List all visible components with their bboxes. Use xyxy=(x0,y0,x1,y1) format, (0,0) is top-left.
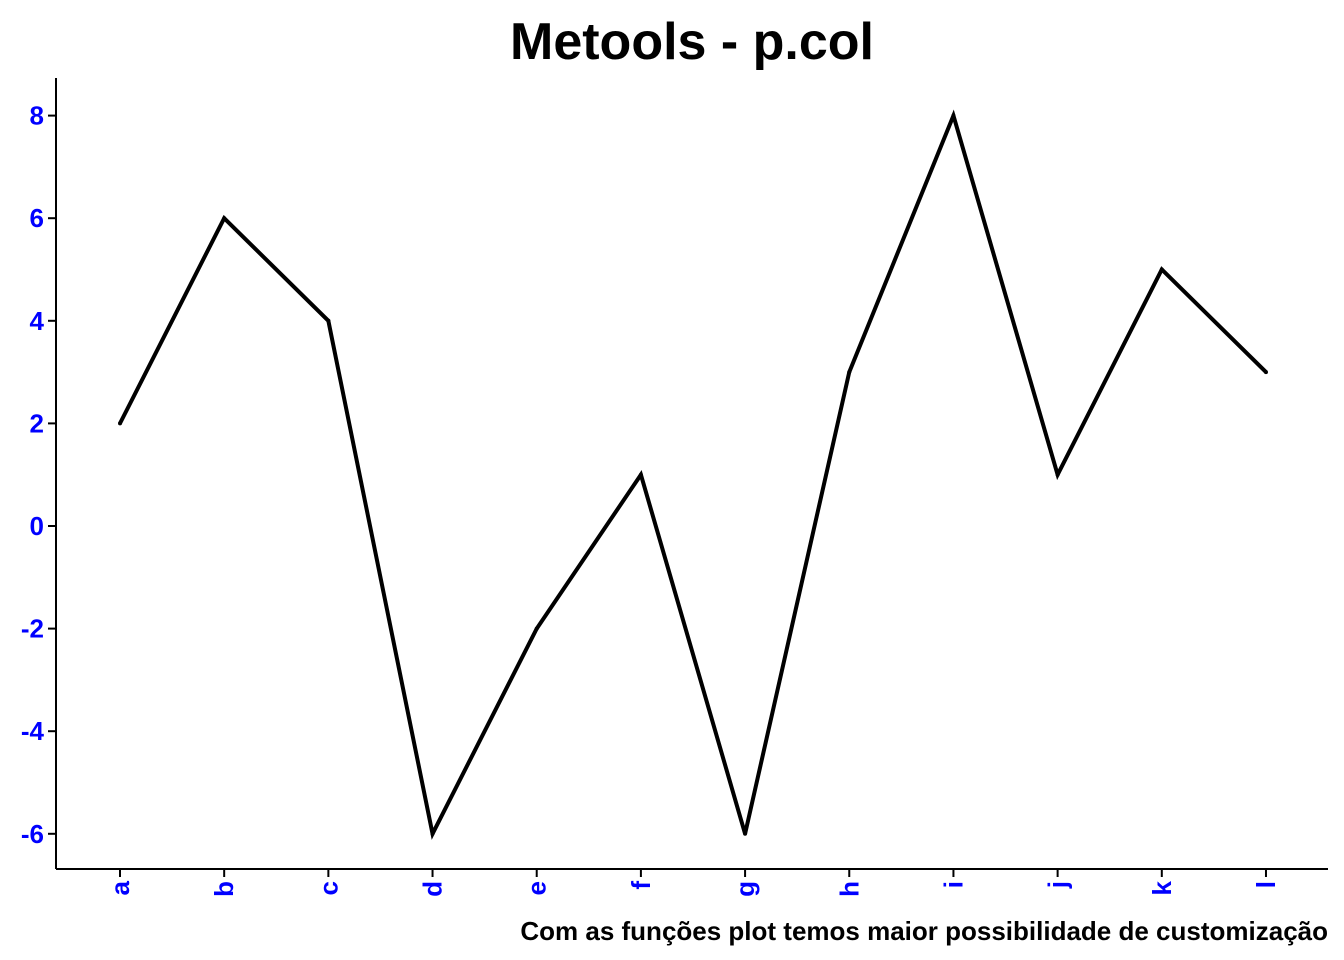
data-point-i xyxy=(951,113,956,118)
y-tick-label: 8 xyxy=(30,101,44,131)
x-tick-label: k xyxy=(1147,880,1177,895)
x-tick-label: i xyxy=(938,881,968,888)
data-point-g xyxy=(743,831,748,836)
y-axis-ticks: -6 -4 -2 0 2 4 6 8 xyxy=(21,101,56,849)
data-point-h xyxy=(847,370,852,375)
y-tick-label: 0 xyxy=(30,511,44,541)
x-tick-label: j xyxy=(1043,881,1073,889)
data-point-c xyxy=(326,318,331,323)
y-tick-label: 2 xyxy=(30,408,44,438)
data-point-b xyxy=(222,216,227,221)
x-axis-ticks: a b c d e f g h i j k l xyxy=(105,869,1281,897)
data-point-k xyxy=(1159,267,1164,272)
chart-title: Metools - p.col xyxy=(510,13,874,71)
data-point-a xyxy=(118,421,122,426)
x-tick-label: f xyxy=(626,881,656,890)
data-point-d xyxy=(430,831,435,836)
y-tick-label: -6 xyxy=(21,819,44,849)
y-tick-label: 4 xyxy=(30,306,45,336)
x-tick-label: h xyxy=(834,881,864,897)
x-tick-label: b xyxy=(209,881,239,897)
x-tick-label: e xyxy=(522,881,552,895)
x-tick-label: d xyxy=(418,881,448,897)
y-tick-label: 6 xyxy=(30,203,44,233)
data-point-e xyxy=(534,626,539,631)
data-point-l xyxy=(1263,370,1268,375)
data-point-f xyxy=(638,472,643,477)
x-tick-label: l xyxy=(1251,881,1281,888)
data-line xyxy=(118,109,1268,840)
x-tick-label: g xyxy=(730,881,760,897)
data-point-j xyxy=(1055,472,1060,477)
x-tick-label: a xyxy=(105,880,135,895)
x-axis-title: Com as funções plot temos maior possibil… xyxy=(520,916,1328,946)
data-points xyxy=(118,113,1268,836)
y-tick-label: -2 xyxy=(21,614,44,644)
y-tick-label: -4 xyxy=(21,716,45,746)
x-tick-label: c xyxy=(313,881,343,895)
